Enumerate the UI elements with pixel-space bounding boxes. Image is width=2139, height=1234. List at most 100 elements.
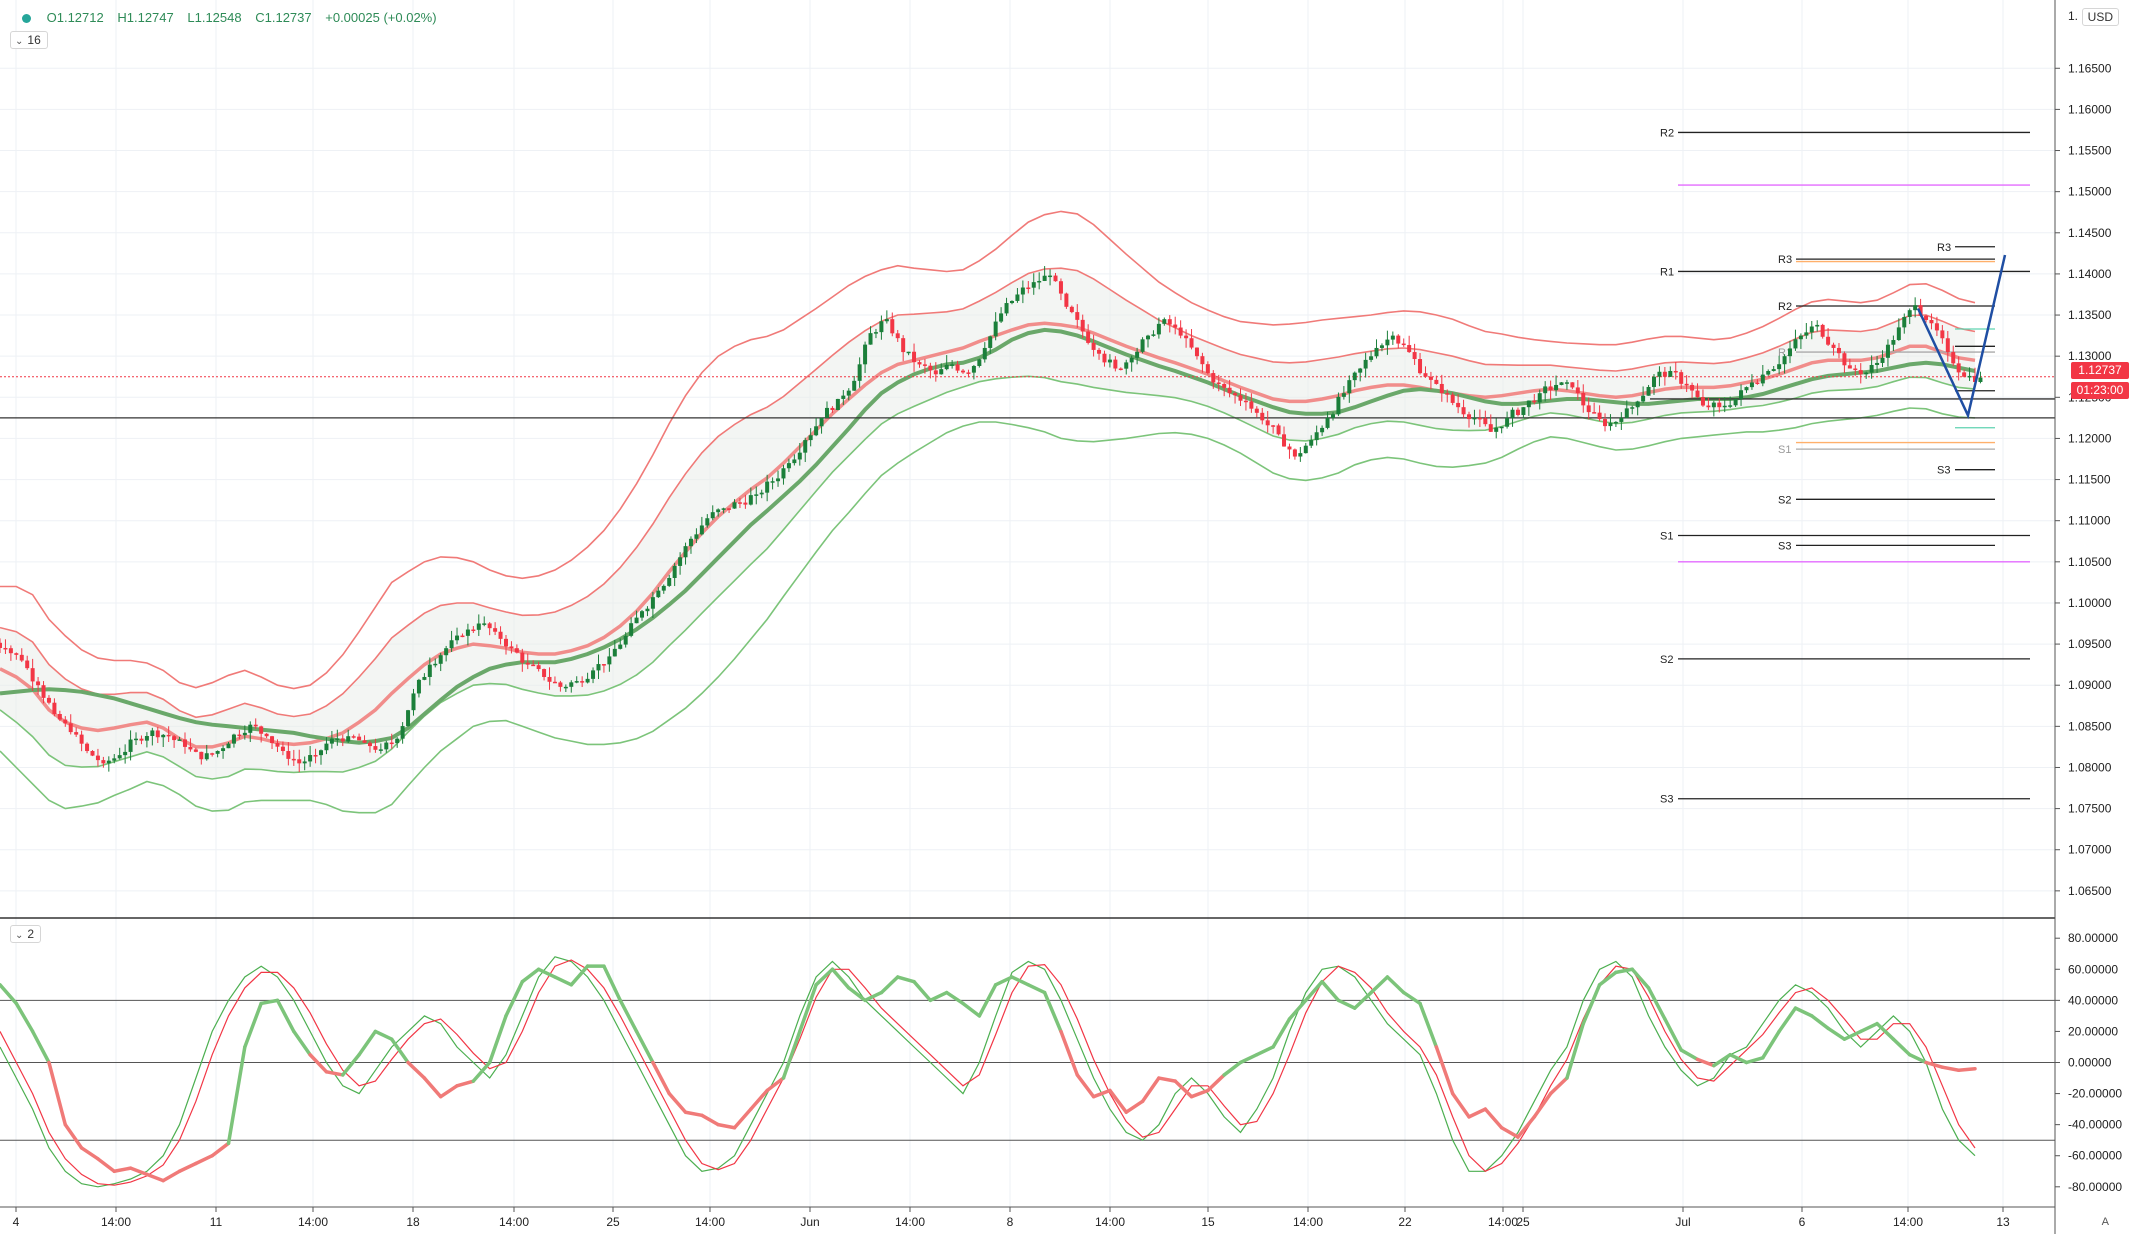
candle-body bbox=[1592, 412, 1597, 414]
candle-body bbox=[672, 565, 677, 578]
price-tick-label: 1.07500 bbox=[2068, 802, 2112, 816]
candle-body bbox=[846, 390, 851, 396]
candle-body bbox=[961, 370, 966, 373]
candle-body bbox=[634, 617, 639, 624]
candle-body bbox=[1836, 347, 1841, 354]
symbol-status-icon[interactable] bbox=[22, 14, 31, 24]
candle-body bbox=[210, 753, 215, 755]
candle-body bbox=[1042, 275, 1047, 281]
pivot-label: R2 bbox=[1778, 301, 1792, 313]
candle-body bbox=[1673, 370, 1678, 373]
candle-body bbox=[1467, 414, 1472, 420]
legend-high: H1.12747 bbox=[117, 10, 174, 25]
candle-body bbox=[1749, 382, 1754, 388]
price-tick-label: 1.12000 bbox=[2068, 431, 2112, 445]
candle-body bbox=[1151, 334, 1156, 336]
osc-tick-label: -20.00000 bbox=[2068, 1087, 2122, 1101]
osc-momentum-segment bbox=[275, 998, 296, 1034]
osc-momentum-segment bbox=[634, 1029, 655, 1065]
candle-body bbox=[117, 755, 122, 759]
candle-body bbox=[1233, 393, 1238, 396]
osc-tick-label: 0.00000 bbox=[2068, 1056, 2112, 1070]
candle-body bbox=[667, 577, 672, 586]
candle-body bbox=[378, 749, 383, 751]
osc-momentum-segment bbox=[1630, 967, 1651, 990]
osc-momentum-segment bbox=[895, 975, 916, 984]
candle-body bbox=[264, 733, 269, 737]
candle-body bbox=[950, 364, 955, 366]
candle-body bbox=[1173, 324, 1178, 328]
osc-momentum-segment bbox=[765, 1076, 786, 1093]
candle-body bbox=[308, 755, 313, 762]
pivot-label: R3 bbox=[1778, 254, 1792, 266]
price-tick-label: 1.08000 bbox=[2068, 760, 2112, 774]
candle-body bbox=[177, 739, 182, 741]
candle-body bbox=[1630, 407, 1635, 409]
osc-momentum-segment bbox=[1483, 1107, 1504, 1130]
candle-body bbox=[1581, 392, 1586, 406]
candle-body bbox=[1205, 364, 1210, 374]
price-axis-labels[interactable]: 1.16500 1.16000 1.15500 1.15000 1.14500 1.140… bbox=[2068, 9, 2112, 898]
oscillator-indicators-toggle-button[interactable]: ⌄ 2 bbox=[10, 925, 42, 943]
osc-momentum-segment bbox=[1614, 967, 1634, 975]
candle-body bbox=[1162, 319, 1167, 324]
time-axis-labels[interactable]: 4 14:00 11 14:00 18 14:00 25 14:00 Jun 14:00 8 14:0… bbox=[13, 1215, 2010, 1229]
candle-body bbox=[1428, 376, 1433, 380]
projection-path[interactable] bbox=[1916, 254, 2007, 420]
osc-tick-label: 80.00000 bbox=[2068, 931, 2118, 945]
currency-button[interactable]: USD bbox=[2081, 8, 2119, 26]
candle-body bbox=[1820, 324, 1825, 337]
osc-momentum-segment bbox=[259, 998, 280, 1006]
time-tick-label: 15 bbox=[1201, 1215, 1215, 1229]
candle-body bbox=[705, 518, 710, 526]
candle-body bbox=[1184, 335, 1189, 339]
auto-scale-button[interactable]: A bbox=[2101, 1216, 2109, 1228]
candle-body bbox=[754, 494, 759, 496]
candle-body bbox=[1586, 405, 1591, 413]
pivot-label: R3 bbox=[1937, 242, 1951, 254]
candle-body bbox=[770, 481, 775, 483]
candle-body bbox=[585, 678, 590, 683]
osc-tick-label: 20.00000 bbox=[2068, 1024, 2118, 1038]
candle-body bbox=[389, 742, 394, 745]
time-tick-label: 4 bbox=[13, 1215, 20, 1229]
chevron-down-icon: ⌄ bbox=[15, 36, 24, 47]
candle-body bbox=[123, 751, 128, 756]
osc-momentum-segment bbox=[847, 986, 867, 1003]
candle-body bbox=[694, 534, 699, 539]
candle-body bbox=[1869, 364, 1874, 373]
candle-body bbox=[1064, 293, 1069, 307]
osc-momentum-segment bbox=[1728, 1052, 1749, 1065]
osc-momentum-segment bbox=[814, 967, 835, 987]
candle-body bbox=[1641, 395, 1646, 402]
time-tick-label: 18 bbox=[406, 1215, 420, 1229]
band-fill bbox=[0, 268, 1975, 779]
candle-body bbox=[433, 663, 438, 666]
candle-body bbox=[1570, 382, 1575, 388]
candle-body bbox=[1793, 339, 1798, 349]
candle-body bbox=[852, 380, 857, 391]
candle-body bbox=[155, 730, 160, 738]
osc-momentum-segment bbox=[1499, 1126, 1520, 1139]
oscillator-axis-labels[interactable]: 80.00000 60.00000 40.00000 20.00000 0.00000 -… bbox=[2068, 931, 2122, 1194]
candle-body bbox=[340, 738, 345, 742]
osc-tick-label: -60.00000 bbox=[2068, 1149, 2122, 1163]
candle-body bbox=[841, 395, 846, 399]
candle-body bbox=[1858, 370, 1863, 375]
candle-body bbox=[1739, 390, 1744, 399]
time-tick-label: 14:00 bbox=[1095, 1215, 1125, 1229]
candle-body bbox=[873, 332, 878, 334]
osc-momentum-segment bbox=[14, 1001, 35, 1034]
candle-body bbox=[25, 660, 30, 669]
main-indicators-toggle-button[interactable]: ⌄ 16 bbox=[10, 31, 48, 49]
osc-momentum-segment bbox=[1826, 1026, 1847, 1041]
candle-body bbox=[1798, 335, 1803, 340]
candle-body bbox=[1330, 414, 1335, 418]
candle-body bbox=[329, 738, 334, 744]
osc-momentum-segment bbox=[536, 967, 557, 979]
osc-momentum-segment bbox=[879, 975, 900, 995]
candle-body bbox=[1782, 356, 1787, 365]
candle-body bbox=[406, 710, 411, 727]
candle-body bbox=[1102, 353, 1107, 363]
candle-body bbox=[1146, 335, 1151, 340]
